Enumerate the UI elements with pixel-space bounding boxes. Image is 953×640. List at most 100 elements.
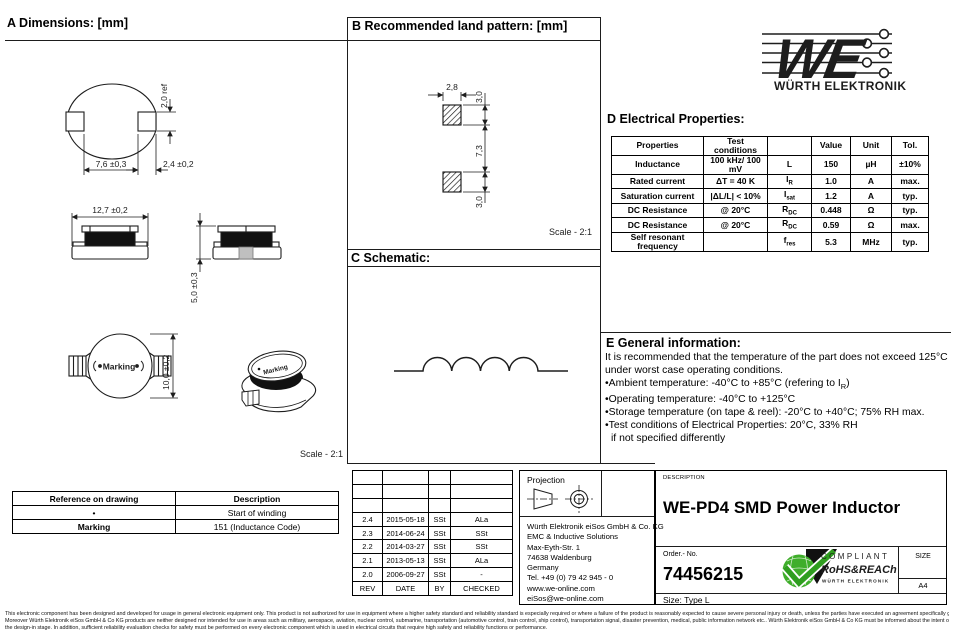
marking-view-drawing: Marking 10,0 ±0,2 — [68, 333, 178, 399]
section-bc-divider — [347, 249, 601, 250]
property-cell: DC Resistance — [611, 217, 704, 234]
revision-footer-cell: CHECKED — [450, 581, 513, 597]
rev-cell: 2.2 — [352, 539, 383, 555]
symbol-cell: RDC — [767, 217, 812, 234]
checked-cell: SSt — [450, 525, 513, 541]
inductor-symbol — [394, 356, 568, 372]
revision-row: 2.0 2006-09-27 SSt - — [352, 567, 513, 583]
revision-empty-cell — [382, 483, 429, 499]
revision-empty-cell — [450, 483, 513, 499]
electrical-col-header: Tol. — [891, 136, 929, 156]
revision-footer-cell: DATE — [382, 581, 429, 597]
dim-pad-width — [126, 134, 168, 175]
revision-empty-cell — [352, 483, 383, 499]
electrical-col-header: Test conditions — [703, 136, 768, 156]
electrical-table-header: Properties Test conditions Value Unit Tol. — [611, 136, 929, 156]
column-divider-right — [600, 17, 601, 463]
company-address-line: Germany — [527, 563, 559, 573]
company-address-line: Tel. +49 (0) 79 42 945 - 0 — [527, 573, 614, 583]
rev-cell: 2.3 — [352, 525, 383, 541]
unit-cell: A — [850, 188, 892, 204]
value-cell: 0.448 — [811, 202, 851, 219]
revision-row: 2.2 2014-03-27 SSt SSt — [352, 539, 513, 555]
dim-pad-height — [157, 99, 176, 144]
logo-we-monogram: WE — [770, 27, 871, 90]
disclaimer-line: Moreover Würth Elektronik eiSos GmbH & C… — [5, 618, 949, 624]
title-block-divider-2 — [656, 593, 946, 594]
revision-empty-cell — [382, 497, 429, 513]
by-cell: SSt — [428, 511, 451, 527]
value-cell: 5.3 — [811, 232, 851, 252]
title-block-divider-1 — [656, 546, 946, 547]
unit-cell: Ω — [850, 217, 892, 234]
section-e-divider — [600, 332, 951, 333]
revision-empty-row — [352, 470, 513, 485]
unit-cell: µH — [850, 154, 892, 175]
tolerance-cell: typ. — [891, 202, 929, 219]
section-d-heading: D Electrical Properties: — [607, 112, 745, 126]
order-number: 74456215 — [663, 564, 744, 584]
electrical-col-header: Value — [811, 136, 851, 156]
general-information-text: It is recommended that the temperature o… — [605, 351, 953, 445]
general-info-bullet: •Storage temperature (on tape & reel): -… — [605, 407, 925, 419]
condition-cell: 100 kHz/ 100 mV — [703, 154, 768, 175]
section-a-heading: A Dimensions: [mm] — [7, 16, 129, 30]
start-of-winding-dot — [98, 364, 102, 368]
general-info-bullet: •Ambient temperature: -40°C to +85°C (re… — [605, 378, 850, 392]
date-cell: 2014-06-24 — [382, 525, 429, 541]
terminal-pad-left — [65, 111, 85, 132]
unit-cell: MHz — [850, 232, 892, 252]
revision-empty-row — [352, 483, 513, 499]
wuerth-elektronik-logo: WE WÜRTH ELEKTRONIK — [762, 27, 906, 93]
dimensions-drawing: 7,6 ±0,3 2,4 ±0,2 2,0 ref 12,7 ±0,2 — [65, 83, 317, 413]
projection-company-block: Projection Würth Elektronik eiSos GmbH &… — [519, 470, 664, 605]
electrical-row: Self resonant frequency fres 5.3 MHz typ. — [611, 232, 929, 252]
rev-cell: 2.4 — [352, 511, 383, 527]
schematic-drawing — [394, 356, 568, 372]
property-cell: Saturation current — [611, 188, 704, 204]
dim-width-label: 12,7 ±0,2 — [92, 205, 128, 215]
revision-row: 2.4 2015-05-18 SSt ALa — [352, 511, 513, 527]
value-cell: 0.59 — [811, 217, 851, 234]
section-c-heading: C Schematic: — [351, 251, 431, 265]
checked-cell: ALa — [450, 511, 513, 527]
size-type: Size: Type L — [663, 595, 710, 605]
general-info-footnote: if not specified differently — [611, 433, 726, 445]
property-cell: Self resonant frequency — [611, 232, 704, 252]
projection-symbol — [527, 485, 593, 513]
compliant-label: COMPLIANT — [821, 552, 889, 561]
electrical-col-header: Properties — [611, 136, 704, 156]
revision-empty-cell — [428, 470, 451, 485]
checked-cell: SSt — [450, 539, 513, 555]
reference-cell: • — [12, 505, 176, 520]
land-pad-top — [442, 104, 462, 126]
order-number-label: Order.- No. — [663, 551, 698, 558]
date-cell: 2014-03-27 — [382, 539, 429, 555]
condition-cell: ΔT = 40 K — [703, 173, 768, 190]
by-cell: SSt — [428, 525, 451, 541]
general-info-line: under worst case operating conditions. — [605, 365, 783, 376]
general-info-bullet: •Test conditions of Electrical Propertie… — [605, 420, 858, 432]
revision-row: 2.1 2013-05-13 SSt ALa — [352, 553, 513, 569]
checked-cell: ALa — [450, 553, 513, 569]
logo-wordmark: WÜRTH ELEKTRONIK — [774, 78, 906, 93]
company-address: Würth Elektronik eiSos GmbH & Co. KG EMC … — [527, 522, 664, 604]
value-cell: 150 — [811, 154, 851, 175]
revision-empty-row — [352, 497, 513, 513]
company-address-line: EMC & Inductive Solutions — [527, 532, 619, 542]
size-cell-divider-v — [898, 546, 899, 593]
revision-footer-row: REV DATE BY CHECKED — [352, 581, 513, 597]
revision-row: 2.3 2014-06-24 SSt SSt — [352, 525, 513, 541]
projection-divider — [520, 516, 654, 517]
symbol-cell: L — [767, 154, 812, 175]
dim-land-bottom-label: 3,0 — [474, 196, 484, 208]
tolerance-cell: max. — [891, 173, 929, 190]
rev-cell: 2.0 — [352, 567, 383, 583]
side-view-drawing: 12,7 ±0,2 — [71, 205, 149, 260]
rohs-brand-label: WÜRTH ELEKTRONIK — [822, 578, 889, 584]
by-cell: SSt — [428, 567, 451, 583]
reference-table: Reference on drawing Description • Start o… — [12, 491, 339, 534]
